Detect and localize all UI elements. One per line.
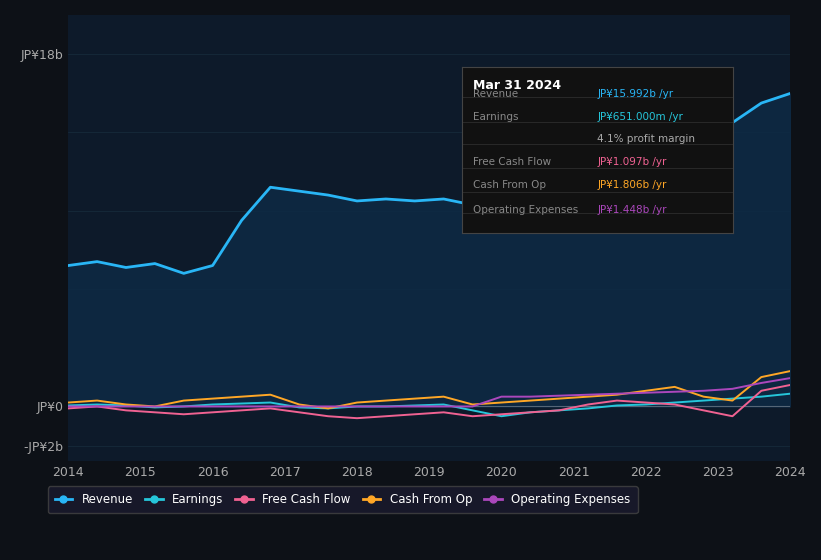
Text: Revenue: Revenue <box>473 89 518 99</box>
Text: JP¥651.000m /yr: JP¥651.000m /yr <box>598 112 683 122</box>
Text: JP¥1.448b /yr: JP¥1.448b /yr <box>598 205 667 215</box>
Text: Mar 31 2024: Mar 31 2024 <box>473 79 561 92</box>
Text: JP¥15.992b /yr: JP¥15.992b /yr <box>598 89 673 99</box>
Text: Operating Expenses: Operating Expenses <box>473 205 578 215</box>
Text: Cash From Op: Cash From Op <box>473 180 546 190</box>
Text: 4.1% profit margin: 4.1% profit margin <box>598 134 695 143</box>
Text: Free Cash Flow: Free Cash Flow <box>473 157 551 167</box>
Legend: Revenue, Earnings, Free Cash Flow, Cash From Op, Operating Expenses: Revenue, Earnings, Free Cash Flow, Cash … <box>48 486 638 514</box>
Text: JP¥1.097b /yr: JP¥1.097b /yr <box>598 157 667 167</box>
Text: JP¥1.806b /yr: JP¥1.806b /yr <box>598 180 667 190</box>
Text: Earnings: Earnings <box>473 112 518 122</box>
